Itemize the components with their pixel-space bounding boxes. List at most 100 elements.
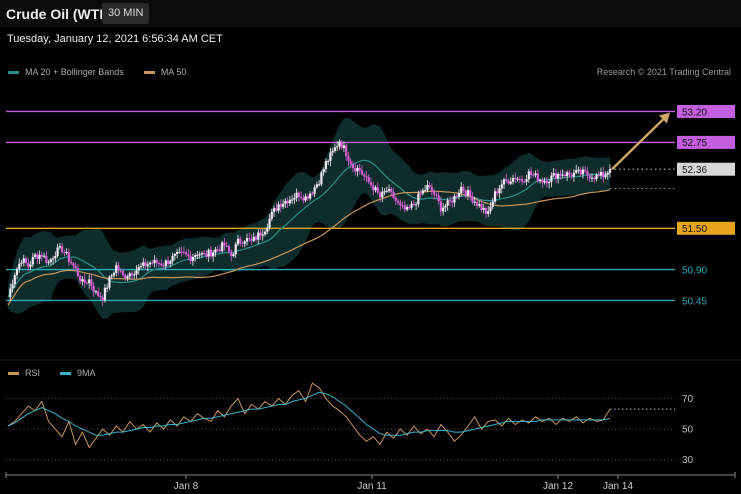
candle xyxy=(584,169,587,172)
candle xyxy=(248,238,251,240)
candle xyxy=(552,173,555,176)
candle xyxy=(146,264,149,267)
candle xyxy=(157,263,161,265)
candle xyxy=(103,287,107,301)
candle xyxy=(414,204,418,206)
candle xyxy=(29,264,32,267)
candle xyxy=(342,145,346,148)
candle xyxy=(376,187,379,193)
x-tick-label: Jan 8 xyxy=(174,481,199,492)
candle xyxy=(94,291,98,293)
timeframe-badge[interactable]: 30 MIN xyxy=(102,3,150,24)
candle xyxy=(333,147,337,151)
candle xyxy=(61,246,64,253)
candle xyxy=(117,265,120,271)
candle xyxy=(320,172,323,185)
candle xyxy=(518,178,521,180)
candle xyxy=(354,168,357,172)
candle xyxy=(72,263,75,266)
candle xyxy=(263,231,267,235)
timestamp: Tuesday, January 12, 2021 6:56:34 AM CET xyxy=(7,33,223,45)
candle xyxy=(300,196,303,198)
candle xyxy=(223,242,226,246)
candle xyxy=(106,287,109,289)
candle xyxy=(142,262,145,267)
candle xyxy=(541,179,544,183)
candle xyxy=(548,181,551,184)
candle xyxy=(568,172,571,175)
rsi-line xyxy=(7,382,611,449)
candle xyxy=(254,236,258,240)
level-label-50.90: 50.90 xyxy=(682,265,707,276)
candle xyxy=(532,174,535,176)
candle xyxy=(85,282,89,284)
candle xyxy=(349,160,352,165)
candle xyxy=(119,270,122,272)
candle xyxy=(457,192,461,197)
candle xyxy=(293,197,296,200)
candle xyxy=(507,180,510,184)
candle xyxy=(275,208,278,211)
candle xyxy=(446,200,449,206)
candle xyxy=(295,192,298,198)
candle xyxy=(268,218,271,228)
candle xyxy=(577,169,580,171)
candle xyxy=(383,191,386,193)
rsi-ma-swatch xyxy=(60,371,72,375)
candle xyxy=(11,284,14,289)
candle xyxy=(417,193,420,205)
candle xyxy=(81,279,84,282)
candle xyxy=(9,288,12,298)
candle xyxy=(194,255,197,258)
candle xyxy=(58,246,61,248)
candles-group xyxy=(9,139,612,306)
candle xyxy=(430,187,433,192)
candle xyxy=(554,173,557,179)
level-tag-51.50 xyxy=(677,221,735,235)
candle xyxy=(166,260,170,264)
rsi-tick-50: 50 xyxy=(682,425,694,436)
candle xyxy=(419,193,422,195)
candle xyxy=(311,193,314,195)
candle xyxy=(304,196,307,201)
candle xyxy=(345,145,348,157)
candle xyxy=(451,200,454,203)
candle xyxy=(315,184,318,188)
candle xyxy=(410,203,413,208)
level-label-52.75: 52.75 xyxy=(682,138,707,149)
candle xyxy=(608,169,612,173)
candle xyxy=(290,199,294,201)
instrument-title: Crude Oil (WTI) xyxy=(6,6,108,22)
candle xyxy=(180,251,183,253)
candle xyxy=(378,192,382,198)
candle xyxy=(534,173,537,176)
candle xyxy=(18,263,21,269)
candle xyxy=(24,258,28,264)
candle xyxy=(331,150,334,153)
candle xyxy=(88,279,91,284)
candle xyxy=(309,193,312,199)
candle xyxy=(169,261,172,264)
candle xyxy=(83,279,86,283)
candle xyxy=(239,238,242,243)
candle xyxy=(403,205,406,210)
candle xyxy=(455,195,458,197)
candle xyxy=(478,204,481,206)
candle xyxy=(221,242,224,252)
x-tick-label: Jan 14 xyxy=(603,481,633,492)
candle xyxy=(92,285,95,292)
candle xyxy=(22,258,25,263)
research-credit: Research © 2021 Trading Central xyxy=(596,67,731,77)
candle xyxy=(187,254,190,256)
candle xyxy=(329,152,332,161)
candle xyxy=(559,173,562,176)
candle xyxy=(606,172,609,175)
candle xyxy=(173,253,176,256)
candle xyxy=(121,270,125,276)
candle xyxy=(387,188,391,191)
candle xyxy=(453,195,456,203)
candle xyxy=(405,207,409,210)
candle xyxy=(385,190,388,192)
candle xyxy=(189,255,192,262)
